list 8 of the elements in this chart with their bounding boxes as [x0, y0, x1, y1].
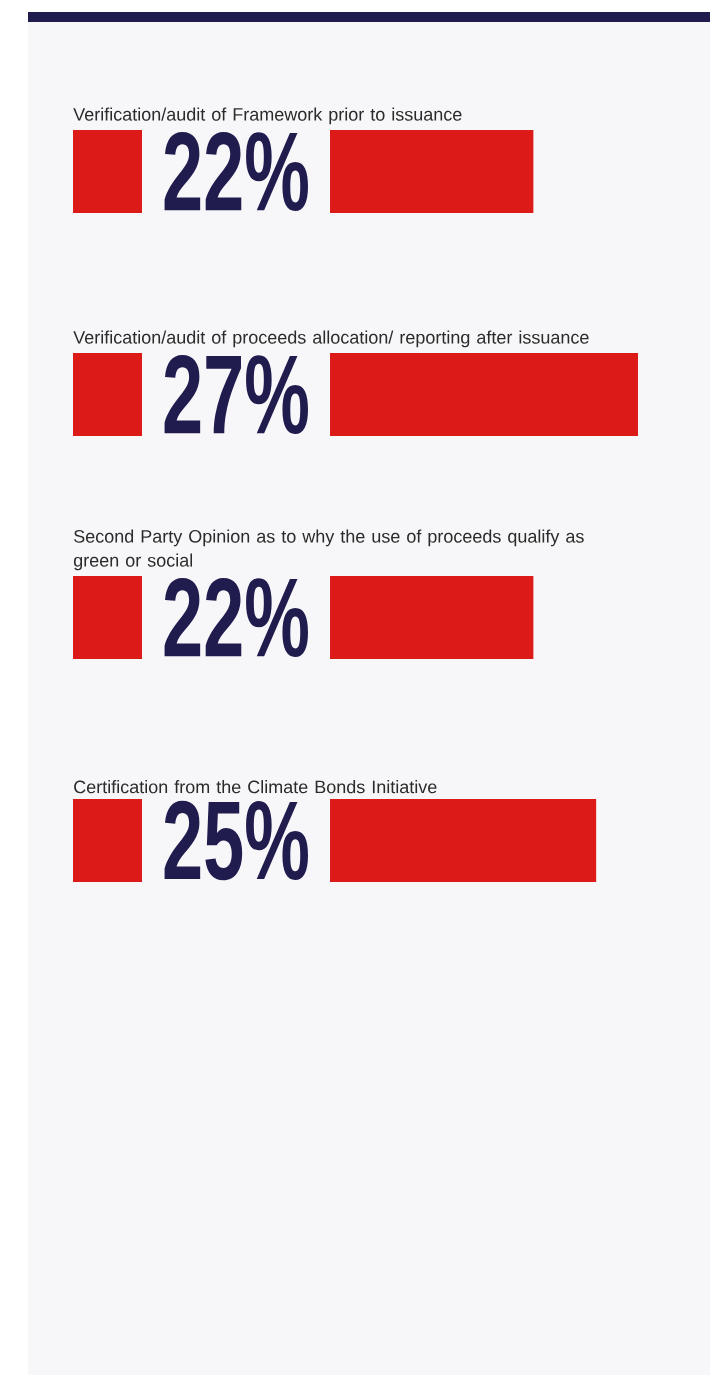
y-tick-label: Second Party Opinion as to why the use of proceeds qualify as green or social [73, 529, 584, 571]
y-tick-label: Verification/audit of proceeds allocation/ reporting after issuance [73, 330, 589, 348]
y-tick-label: Verification/audit of Framework prior to issuance [73, 107, 462, 125]
y-tick-label: Certification from the Climate Bonds Initiative [74, 780, 437, 794]
data-label: 27% [164, 354, 308, 435]
data-label: 22% [164, 131, 308, 212]
data-label: 25% [164, 800, 308, 881]
data-label: 22% [164, 577, 308, 658]
